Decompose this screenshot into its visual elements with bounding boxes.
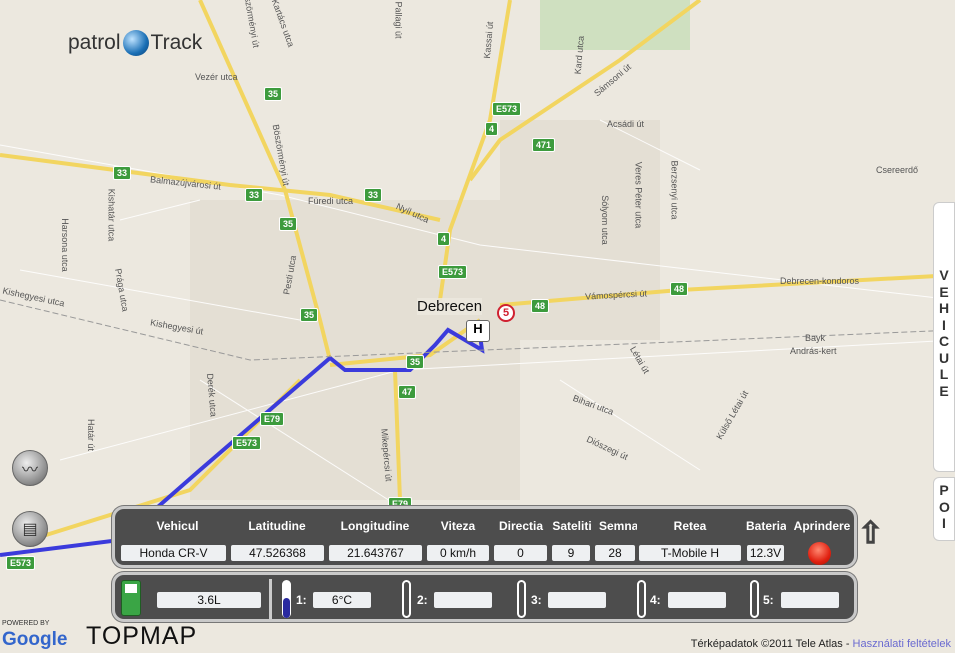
map-label: Bayk (805, 333, 826, 343)
waveform-icon: 〰 (21, 462, 38, 479)
header-semnal: Semnal (599, 519, 637, 533)
header-directia: Directia (498, 519, 544, 533)
route-line (0, 319, 485, 557)
map-label: Határ út (86, 418, 97, 452)
globe-icon (122, 30, 149, 56)
sensor-label: 4: (650, 593, 661, 607)
road-shield: 48 (670, 282, 689, 296)
road-shield: 35 (279, 217, 298, 231)
sensor-value (434, 592, 492, 608)
value-sateliti: 9 (552, 545, 590, 561)
chart-button[interactable]: 〰 (12, 450, 48, 486)
header-aprindere: Aprindere (793, 519, 851, 533)
tab-poi[interactable]: POI (933, 477, 955, 541)
value-longitudine: 21.643767 (329, 545, 422, 561)
road-shield: 35 (300, 308, 319, 322)
document-icon: ▤ (22, 521, 38, 538)
copyright-text: Térképadatok ©2011 Tele Atlas - (690, 638, 853, 650)
map-label: Harsona utca (59, 218, 70, 272)
logo-text-right: Track (150, 31, 203, 54)
vehicle-marker-icon[interactable]: H (466, 320, 490, 342)
road-shield: 48 (531, 299, 550, 313)
road-shield: E79 (260, 412, 285, 426)
value-directia: 0 (494, 545, 547, 561)
map-attribution: Térképadatok ©2011 Tele Atlas - Használa… (691, 638, 951, 650)
sensor-label: 3: (531, 593, 542, 607)
tab-vehicles-label: VEHICULE (939, 267, 950, 399)
fuel-pump-icon (121, 580, 141, 616)
road-shield: E573 (492, 102, 522, 116)
map-label: Pallagi út (393, 1, 404, 39)
topmap-logo: TOPMAP (86, 622, 198, 650)
powered-by-label: POWERED BY (2, 620, 50, 627)
sensor-label: 1: (296, 593, 307, 607)
road-shield: 33 (245, 188, 264, 202)
map-label: Sólyom utca (599, 195, 610, 245)
tab-vehicles[interactable]: VEHICULE (933, 202, 955, 472)
sensor-label: 5: (763, 593, 774, 607)
thermometer-icon (402, 580, 411, 618)
city-label: Debrecen (417, 298, 483, 315)
thermometer-icon (517, 580, 526, 618)
sensor-label: 2: (417, 593, 428, 607)
map-label: Veres Péter utca (633, 161, 644, 229)
road-shield: 35 (264, 87, 283, 101)
road-shield: E573 (6, 556, 36, 570)
value-semnal: 28 (595, 545, 635, 561)
vehicle-info-panel: Vehicul Latitudine Longitudine Viteza Di… (112, 506, 857, 568)
road-shield: 33 (113, 166, 132, 180)
terms-link[interactable]: Használati feltételek (852, 638, 951, 650)
map-label: Füredi utca (308, 196, 354, 206)
value-retea: T-Mobile H (639, 545, 741, 561)
tab-poi-label: POI (939, 482, 950, 531)
google-logo[interactable]: Google (2, 629, 68, 650)
patroltrack-logo: patrol Track (68, 30, 202, 56)
road-shield: 35 (406, 355, 425, 369)
sensor-value (548, 592, 606, 608)
header-latitudine: Latitudine (248, 519, 306, 533)
marker-badge: 5 (497, 304, 515, 322)
value-latitudine: 47.526368 (231, 545, 324, 561)
road-shield: 47 (398, 385, 417, 399)
road-shield: 33 (364, 188, 383, 202)
road-shield: E573 (232, 436, 262, 450)
road-shield: 4 (437, 232, 451, 246)
logo-text-left: patrol (68, 31, 121, 54)
map-label: András-kert (790, 346, 837, 356)
header-bateria: Bateria (746, 519, 786, 533)
sensor-value: 6°C (313, 592, 371, 608)
map-label: Acsádi út (607, 119, 645, 129)
divider (269, 579, 272, 619)
map-label: Kishatár utca (106, 188, 117, 242)
header-viteza: Viteza (440, 519, 476, 533)
sensor-value (781, 592, 839, 608)
collapse-arrow-button[interactable]: ⇧ (857, 516, 884, 551)
header-longitudine: Longitudine (340, 519, 410, 533)
header-sateliti: Sateliti (552, 519, 592, 533)
sensor-value (668, 592, 726, 608)
map-label: Csereerdő (876, 165, 919, 175)
report-button[interactable]: ▤ (12, 511, 48, 547)
road-shield: 471 (532, 138, 556, 152)
sensor-panel: 3.6L 1: 6°C 2: 3: 4: 5: (112, 572, 857, 622)
map-label: Vezér utca (195, 72, 238, 82)
fuel-value: 3.6L (157, 592, 261, 608)
value-vehicul: Honda CR-V (121, 545, 226, 561)
map-label: Berzsenyi utca (669, 160, 680, 220)
value-bateria: 12.3V (747, 545, 784, 561)
map-label: Debrecen-kondoros (780, 276, 860, 286)
road-shield: 4 (485, 122, 499, 136)
header-vehicul: Vehicul (156, 519, 199, 533)
road-shield: E573 (438, 265, 468, 279)
value-viteza: 0 km/h (427, 545, 489, 561)
thermometer-icon (282, 580, 291, 618)
ignition-indicator (808, 542, 831, 565)
thermometer-icon (750, 580, 759, 618)
header-retea: Retea (673, 519, 707, 533)
thermometer-icon (637, 580, 646, 618)
